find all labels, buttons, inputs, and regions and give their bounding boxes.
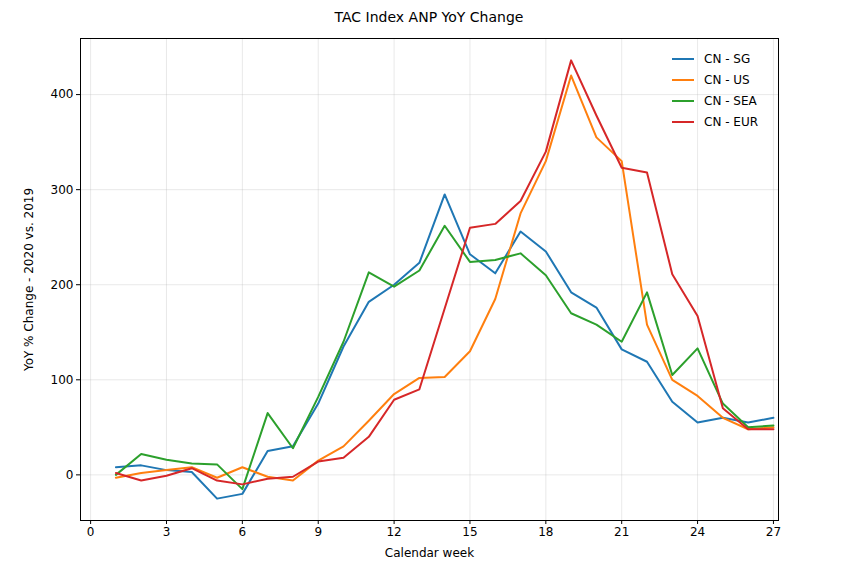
svg-text:27: 27 bbox=[766, 525, 781, 539]
svg-text:200: 200 bbox=[51, 278, 74, 292]
svg-text:12: 12 bbox=[386, 525, 401, 539]
svg-text:24: 24 bbox=[690, 525, 705, 539]
svg-text:300: 300 bbox=[51, 182, 74, 196]
html-text:TAC Index ANP YoY Change: TAC Index ANP YoY Change bbox=[334, 9, 524, 25]
html-text:CN - US: CN - US bbox=[704, 72, 750, 87]
svg-text:400: 400 bbox=[51, 87, 74, 101]
html-text:CN - SG: CN - SG bbox=[704, 51, 751, 66]
svg-text:0: 0 bbox=[87, 525, 95, 539]
svg-text:Calendar week: Calendar week bbox=[385, 546, 474, 560]
svg-text:18: 18 bbox=[538, 525, 553, 539]
svg-text:100: 100 bbox=[51, 373, 74, 387]
html-text:CN - SEA: CN - SEA bbox=[704, 93, 757, 108]
svg-text:21: 21 bbox=[614, 525, 629, 539]
svg-text:3: 3 bbox=[163, 525, 171, 539]
svg-text:YoY % Change - 2020 vs. 2019: YoY % Change - 2020 vs. 2019 bbox=[22, 188, 36, 372]
svg-text:15: 15 bbox=[462, 525, 477, 539]
html-text:CN - EUR: CN - EUR bbox=[704, 114, 758, 129]
svg-text:0: 0 bbox=[66, 468, 74, 482]
svg-text:6: 6 bbox=[239, 525, 247, 539]
svg-text:9: 9 bbox=[314, 525, 322, 539]
